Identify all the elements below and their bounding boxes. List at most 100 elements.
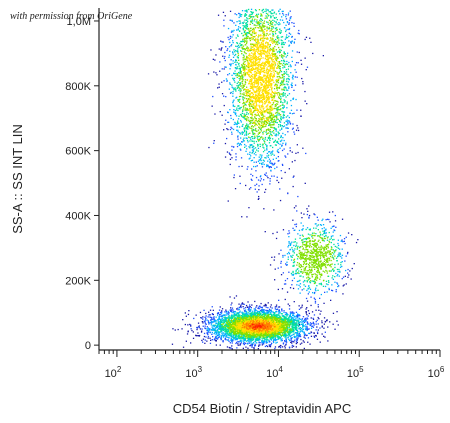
event-point — [245, 342, 247, 345]
event-point — [302, 324, 304, 327]
event-point — [286, 323, 288, 326]
event-point — [202, 341, 204, 343]
event-point — [264, 326, 266, 328]
event-point — [231, 348, 233, 350]
event-point — [284, 331, 286, 333]
event-point — [255, 63, 258, 65]
event-point — [251, 65, 253, 67]
event-point — [224, 314, 226, 316]
event-point — [292, 324, 294, 326]
event-point — [273, 321, 275, 323]
event-point — [292, 340, 294, 342]
event-point — [212, 313, 214, 316]
event-point — [256, 315, 258, 317]
event-point — [246, 322, 248, 324]
event-point — [267, 118, 270, 120]
event-point — [250, 338, 252, 340]
event-point — [248, 323, 250, 325]
event-point — [241, 317, 243, 319]
event-point — [223, 322, 226, 324]
event-point — [250, 322, 252, 324]
event-point — [290, 312, 293, 314]
event-point — [280, 318, 283, 320]
event-point — [254, 86, 256, 88]
event-point — [282, 318, 284, 320]
event-point — [237, 317, 239, 320]
event-point — [279, 23, 281, 25]
event-point — [297, 315, 299, 317]
event-point — [201, 339, 203, 342]
event-point — [249, 329, 251, 331]
event-point — [299, 328, 302, 331]
event-point — [284, 345, 286, 347]
event-point — [284, 340, 286, 342]
event-point — [258, 21, 260, 23]
event-point — [247, 153, 249, 155]
event-point — [267, 38, 269, 40]
event-point — [197, 326, 200, 328]
event-point — [316, 331, 319, 333]
event-point — [271, 307, 273, 309]
event-point — [332, 323, 334, 325]
event-point — [226, 334, 228, 336]
event-point — [273, 339, 275, 341]
event-point — [313, 332, 315, 334]
event-point — [262, 40, 265, 42]
event-point — [288, 333, 290, 335]
event-point — [221, 329, 223, 331]
event-point — [224, 338, 226, 340]
event-point — [269, 319, 271, 321]
event-point — [237, 337, 239, 339]
event-point — [253, 336, 255, 338]
event-point — [254, 184, 256, 187]
event-point — [260, 336, 262, 338]
event-point — [214, 325, 216, 327]
event-point — [274, 59, 277, 61]
event-point — [210, 328, 213, 331]
event-point — [269, 331, 271, 333]
event-point — [263, 335, 265, 338]
event-point — [285, 69, 287, 71]
event-point — [295, 329, 298, 331]
event-point — [244, 312, 246, 314]
event-point — [321, 326, 323, 328]
event-point — [222, 332, 224, 334]
event-point — [275, 306, 277, 308]
event-point — [216, 326, 218, 328]
event-point — [187, 324, 189, 326]
event-point — [274, 340, 276, 342]
event-point — [236, 328, 238, 330]
event-point — [234, 321, 236, 323]
event-point — [264, 312, 266, 315]
event-point — [263, 147, 265, 149]
event-point — [254, 9, 257, 11]
event-point — [265, 100, 267, 102]
event-point — [206, 332, 208, 334]
event-point — [261, 113, 264, 115]
event-point — [219, 324, 222, 326]
event-point — [190, 328, 192, 330]
event-point — [303, 320, 305, 322]
event-point — [244, 333, 246, 335]
event-point — [242, 306, 244, 308]
event-point — [269, 335, 271, 337]
event-point — [291, 346, 293, 348]
event-point — [248, 102, 251, 104]
event-point — [239, 314, 241, 316]
event-point — [251, 316, 254, 318]
event-point — [198, 325, 200, 327]
event-point — [280, 328, 282, 331]
event-point — [305, 324, 307, 326]
event-point — [277, 308, 279, 310]
event-point — [280, 334, 283, 336]
event-point — [287, 319, 289, 321]
event-point — [221, 311, 223, 313]
event-point — [228, 321, 230, 324]
event-point — [234, 70, 236, 72]
event-point — [259, 46, 261, 48]
event-point — [235, 97, 237, 99]
event-point — [219, 344, 221, 346]
event-point — [224, 320, 226, 322]
event-point — [226, 137, 228, 140]
event-point — [215, 337, 217, 339]
